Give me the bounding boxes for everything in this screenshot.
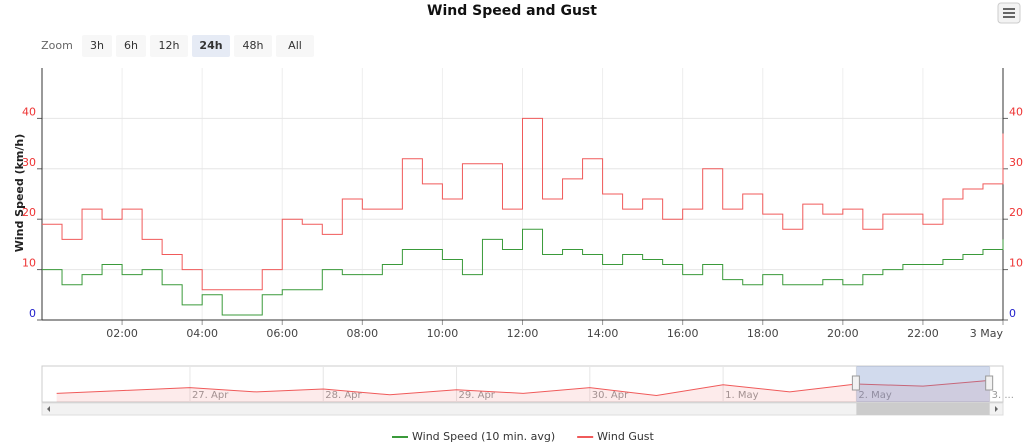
navigator-line — [56, 379, 990, 397]
menu-button[interactable] — [997, 2, 1021, 24]
y2-tick-label: 20 — [1009, 206, 1023, 219]
x-tick-label: 20:00 — [827, 327, 859, 340]
x-tick-label: 22:00 — [907, 327, 939, 340]
zoom-button-label[interactable]: 3h — [90, 39, 104, 52]
x-tick-label: 08:00 — [346, 327, 378, 340]
zoom-button[interactable] — [82, 35, 112, 57]
zoom-button[interactable] — [234, 35, 272, 57]
zoom-button-label[interactable]: 6h — [124, 39, 138, 52]
navigator-tick-label: 27. Apr — [192, 390, 229, 401]
navigator-tick-label: 29. Apr — [459, 390, 496, 401]
x-tick-label: 18:00 — [747, 327, 779, 340]
y-tick-label: 30 — [22, 156, 36, 169]
scrollbar-left-arrow[interactable] — [47, 406, 50, 412]
x-tick-label: 14:00 — [587, 327, 619, 340]
y2-tick-label: 0 — [1009, 307, 1016, 320]
navigator-handle[interactable] — [985, 375, 994, 391]
series-line — [42, 228, 1004, 316]
zoom-button-label[interactable]: 12h — [159, 39, 180, 52]
scrollbar-thumb[interactable] — [856, 403, 990, 415]
scrollbar-track — [41, 402, 1004, 416]
x-tick-label: 02:00 — [106, 327, 138, 340]
y2-tick-label: 10 — [1009, 257, 1023, 270]
zoom-button[interactable] — [150, 35, 188, 57]
y2-tick-label: 40 — [1009, 105, 1023, 118]
x-tick-label: 12:00 — [507, 327, 539, 340]
zoom-button-label[interactable]: 24h — [199, 39, 222, 52]
navigator-handle[interactable] — [851, 375, 860, 391]
menu-icon — [1003, 8, 1015, 18]
navigator-tick-label: 28. Apr — [325, 390, 362, 401]
zoom-button-label[interactable]: All — [288, 39, 302, 52]
y2-tick-label: 30 — [1009, 156, 1023, 169]
zoom-button[interactable] — [116, 35, 146, 57]
x-tick-label: 10:00 — [427, 327, 459, 340]
zoom-label: Zoom — [41, 39, 73, 52]
navigator-frame — [41, 365, 1004, 403]
zoom-button[interactable] — [192, 35, 230, 57]
x-tick-label: 3 May — [970, 327, 1004, 340]
navigator-tick-label: 3. ... — [992, 390, 1014, 401]
chart-title: Wind Speed and Gust — [427, 3, 597, 19]
navigator-area — [56, 380, 990, 402]
y-tick-label: 20 — [22, 206, 36, 219]
navigator-tick-label: 1. May — [725, 390, 758, 401]
navigator-tick-label: 30. Apr — [592, 390, 629, 401]
navigator-selection[interactable] — [856, 366, 990, 402]
legend-label[interactable]: Wind Speed (10 min. avg) — [412, 430, 555, 443]
x-tick-label: 06:00 — [266, 327, 298, 340]
scrollbar-right-arrow[interactable] — [995, 406, 998, 412]
zoom-button-label[interactable]: 48h — [243, 39, 264, 52]
y-tick-label: 0 — [29, 307, 36, 320]
y-tick-label: 10 — [22, 257, 36, 270]
navigator-tick-label: 2. May — [858, 390, 891, 401]
legend-label[interactable]: Wind Gust — [597, 430, 654, 443]
x-tick-label: 16:00 — [667, 327, 699, 340]
zoom-button[interactable] — [276, 35, 314, 57]
series-line — [42, 117, 1004, 291]
y-axis-title: Wind Speed (km/h) — [13, 134, 26, 253]
y-tick-label: 40 — [22, 105, 36, 118]
x-tick-label: 04:00 — [186, 327, 218, 340]
